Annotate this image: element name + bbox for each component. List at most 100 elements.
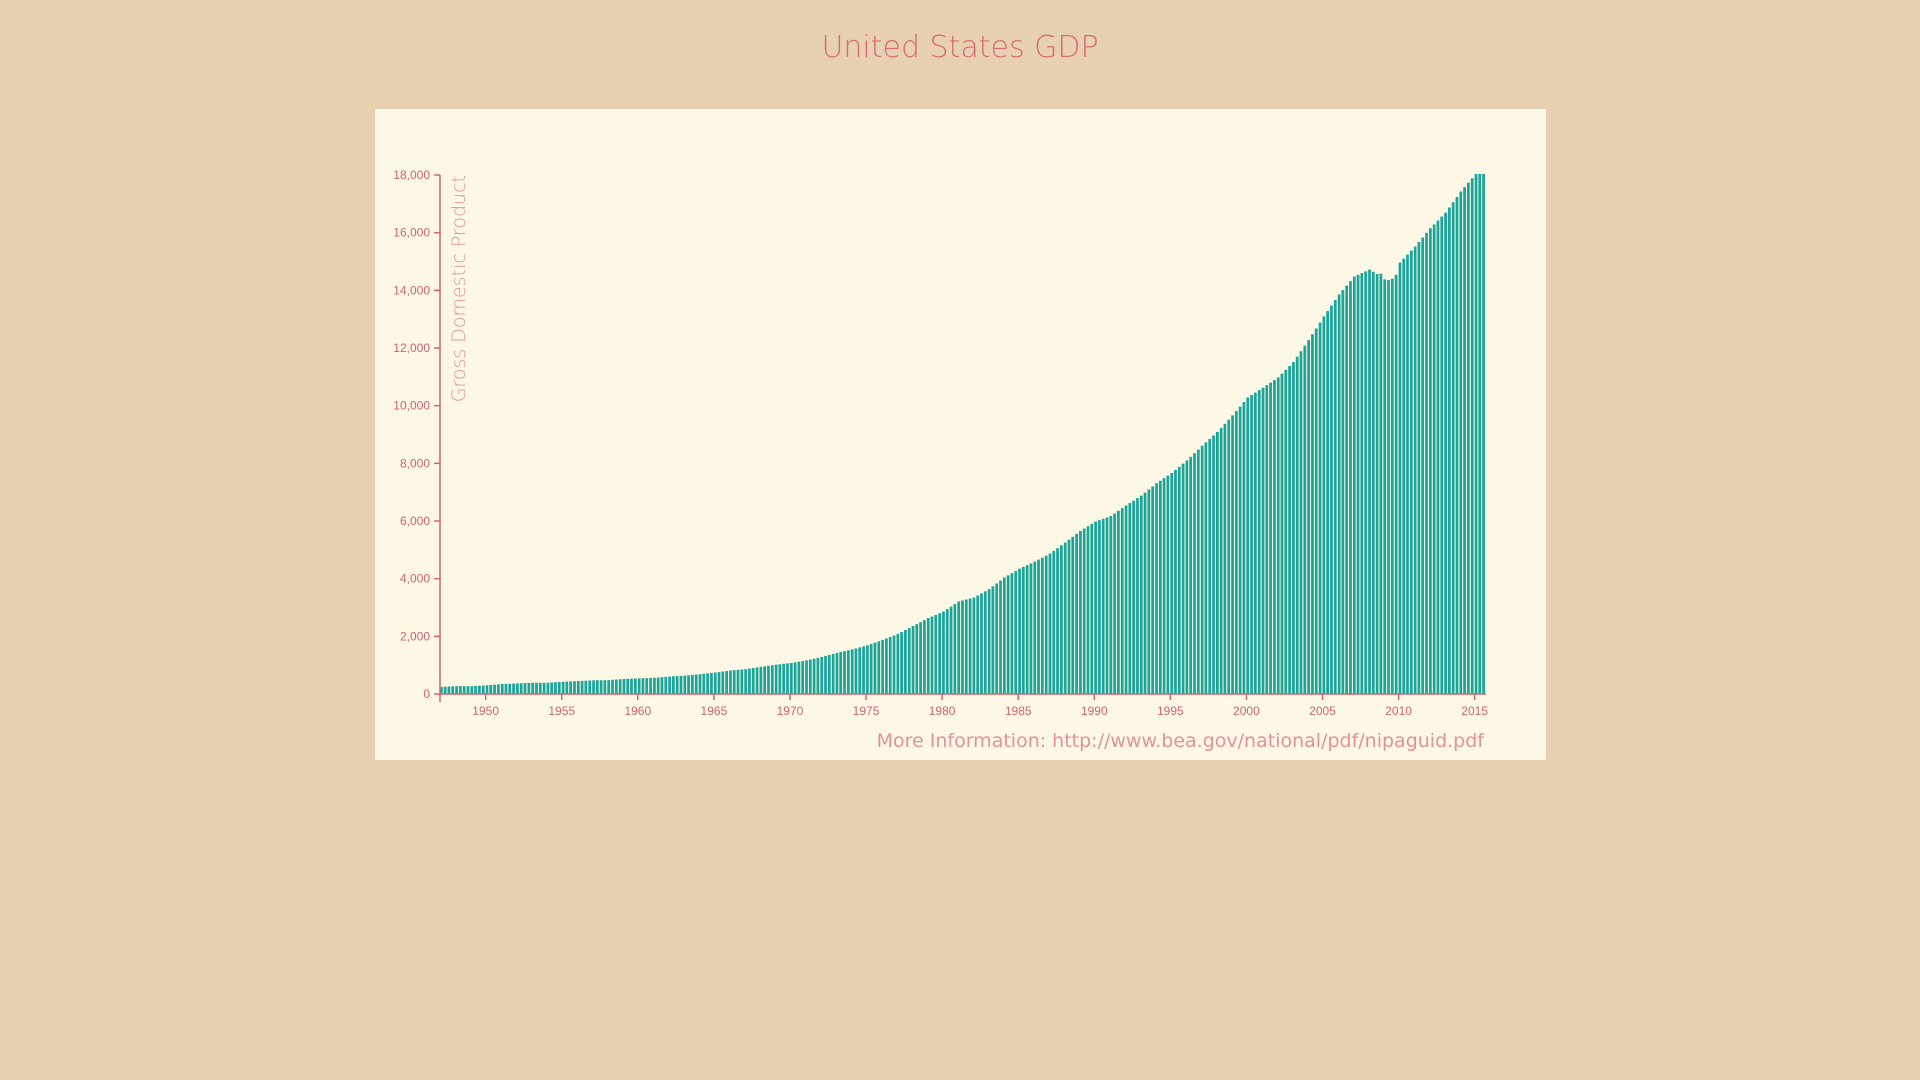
more-information-link[interactable]: More Information: http://www.bea.gov/nat… — [877, 730, 1486, 752]
gdp-bar — [1387, 280, 1390, 694]
gdp-bar — [1174, 469, 1177, 694]
gdp-bar — [801, 661, 805, 694]
gdp-bar — [789, 663, 793, 694]
gdp-bar — [953, 604, 957, 694]
gdp-bar — [1440, 216, 1444, 694]
gdp-bar — [1181, 463, 1185, 694]
gdp-bar — [671, 676, 675, 694]
gdp-bar — [1052, 550, 1056, 694]
gdp-bar — [653, 677, 656, 694]
gdp-bar — [862, 646, 865, 694]
gdp-bar — [827, 654, 831, 694]
gdp-bar — [904, 630, 907, 694]
x-tick-label: 1970 — [777, 704, 804, 718]
gdp-bar — [1040, 557, 1044, 694]
gdp-bar — [713, 672, 717, 694]
x-tick-label: 1975 — [853, 704, 880, 718]
gdp-bar — [976, 595, 980, 694]
gdp-bar — [1326, 311, 1330, 694]
gdp-bar — [649, 677, 652, 694]
gdp-bar — [710, 673, 713, 694]
gdp-bar — [1356, 274, 1360, 694]
gdp-bar — [1337, 294, 1341, 694]
gdp-bar — [702, 673, 706, 694]
gdp-bar — [991, 586, 995, 694]
gdp-bar — [1364, 271, 1368, 694]
gdp-bar — [1010, 573, 1014, 694]
y-tick-label: 12,000 — [393, 341, 430, 355]
x-tick-label: 1985 — [1005, 704, 1032, 718]
gdp-bar — [1219, 427, 1223, 694]
gdp-bar — [584, 680, 588, 694]
gdp-bar — [983, 591, 987, 694]
gdp-bar — [1413, 246, 1417, 694]
gdp-bar — [1101, 518, 1105, 694]
gdp-bar — [455, 686, 458, 694]
gdp-bar — [755, 667, 759, 694]
gdp-bar — [1037, 559, 1040, 694]
gdp-bar — [1071, 536, 1075, 694]
gdp-bar — [1231, 415, 1234, 694]
gdp-bar — [850, 649, 854, 694]
gdp-bar — [1360, 273, 1364, 694]
x-axis-ticks: 1950 1955 1960 1965 1970 1975 1980 1985 1990 1995… — [472, 694, 1488, 718]
gdp-bar — [732, 670, 736, 694]
gdp-bar — [858, 647, 862, 694]
gdp-bar — [481, 685, 485, 694]
gdp-bar — [1086, 526, 1090, 694]
gdp-bar — [957, 601, 961, 694]
y-axis-ticks: 0 2,000 4,000 6,000 8,000 10,000 12,000 14,000 1… — [393, 168, 440, 701]
gdp-bar — [831, 653, 835, 694]
gdp-bar — [630, 678, 633, 694]
gdp-bar — [1002, 577, 1006, 694]
gdp-bar — [1189, 456, 1193, 694]
gdp-bar — [725, 671, 729, 694]
gdp-bar — [869, 644, 873, 694]
gdp-bar — [679, 675, 683, 694]
x-tick-label: 2000 — [1233, 704, 1260, 718]
gdp-bar — [854, 648, 858, 694]
y-tick-label: 0 — [423, 687, 430, 701]
gdp-bar — [1292, 362, 1295, 694]
gdp-bar — [934, 614, 938, 694]
gdp-bar — [1482, 173, 1485, 694]
gdp-bar — [843, 651, 846, 694]
gdp-bar — [1383, 279, 1387, 694]
gdp-bar — [717, 672, 721, 694]
gdp-bar — [1448, 207, 1451, 694]
gdp-bar — [580, 680, 584, 694]
gdp-bar — [561, 681, 565, 694]
gdp-bar — [877, 641, 881, 694]
gdp-bar — [1432, 224, 1436, 694]
gdp-bar — [961, 600, 964, 694]
gdp-bar — [797, 661, 801, 694]
gdp-bar — [1136, 498, 1139, 694]
gdp-bar — [645, 678, 649, 694]
gdp-bar — [1349, 281, 1352, 694]
gdp-bar — [1299, 351, 1303, 694]
gdp-bar — [748, 668, 751, 694]
gdp-bar — [900, 631, 903, 694]
y-tick-label: 2,000 — [400, 629, 430, 643]
gdp-bar — [656, 677, 660, 694]
gdp-bar — [866, 645, 869, 694]
gdp-bar — [1063, 542, 1067, 694]
gdp-bar — [930, 616, 934, 694]
gdp-bar — [576, 681, 580, 694]
gdp-bar — [573, 681, 576, 694]
gdp-bar — [1311, 334, 1314, 694]
y-tick-label: 8,000 — [400, 456, 430, 470]
gdp-bar — [1117, 510, 1120, 694]
gdp-bar — [451, 686, 455, 694]
gdp-bar — [550, 682, 554, 694]
gdp-bar — [588, 680, 592, 694]
x-tick-label: 1980 — [929, 704, 956, 718]
x-tick-label: 1960 — [624, 704, 651, 718]
gdp-bar — [1333, 300, 1337, 694]
x-tick-label: 1990 — [1081, 704, 1108, 718]
gdp-bar — [980, 593, 983, 694]
gdp-bar — [687, 675, 690, 694]
gdp-bar — [611, 679, 614, 694]
gdp-bar — [603, 680, 607, 694]
y-tick-label: 14,000 — [393, 283, 430, 297]
